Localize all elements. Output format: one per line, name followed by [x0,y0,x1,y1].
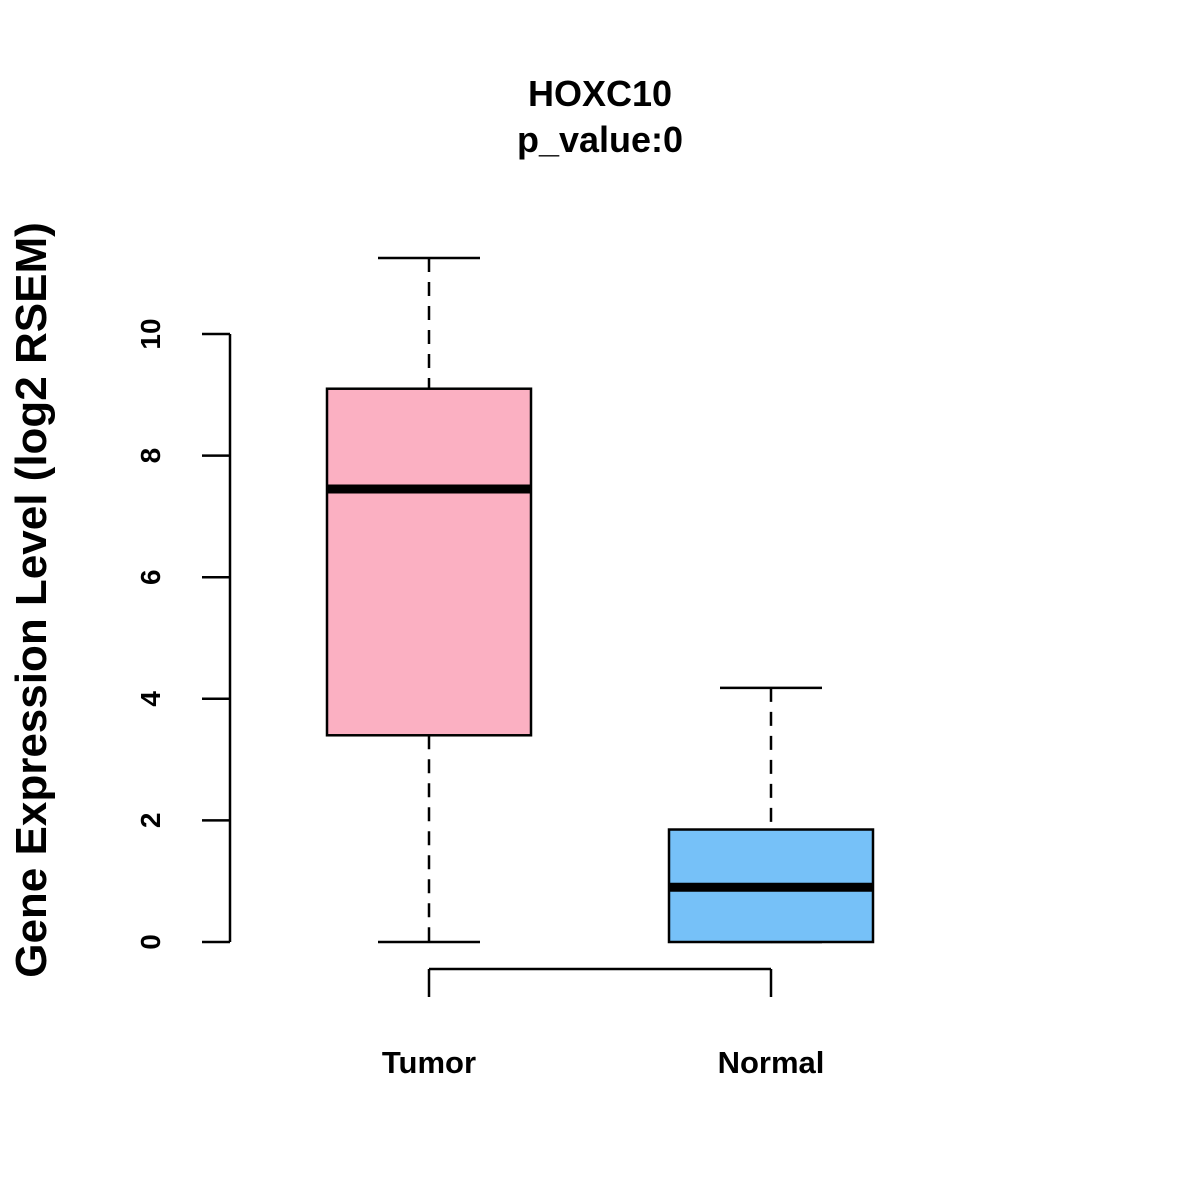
y-tick-label: 10 [135,318,166,349]
box-rect [325,387,533,737]
y-tick-label: 4 [135,691,166,707]
x-tick-label: Normal [718,1045,825,1080]
y-tick-label: 8 [135,448,166,464]
y-axis: 0 2 4 6 8 10 [135,318,232,950]
chart-title: HOXC10 [528,73,672,114]
chart-subtitle: p_value:0 [517,119,683,160]
y-tick-label: 0 [135,934,166,950]
x-tick-label: Tumor [382,1045,476,1080]
box-tumor [325,256,533,944]
x-axis: Tumor Normal [382,967,825,1080]
box-normal [667,686,875,944]
y-tick-label: 6 [135,569,166,585]
y-tick-label: 2 [135,813,166,829]
y-axis-label: Gene Expression Level (log2 RSEM) [7,222,56,978]
boxes [325,256,875,944]
